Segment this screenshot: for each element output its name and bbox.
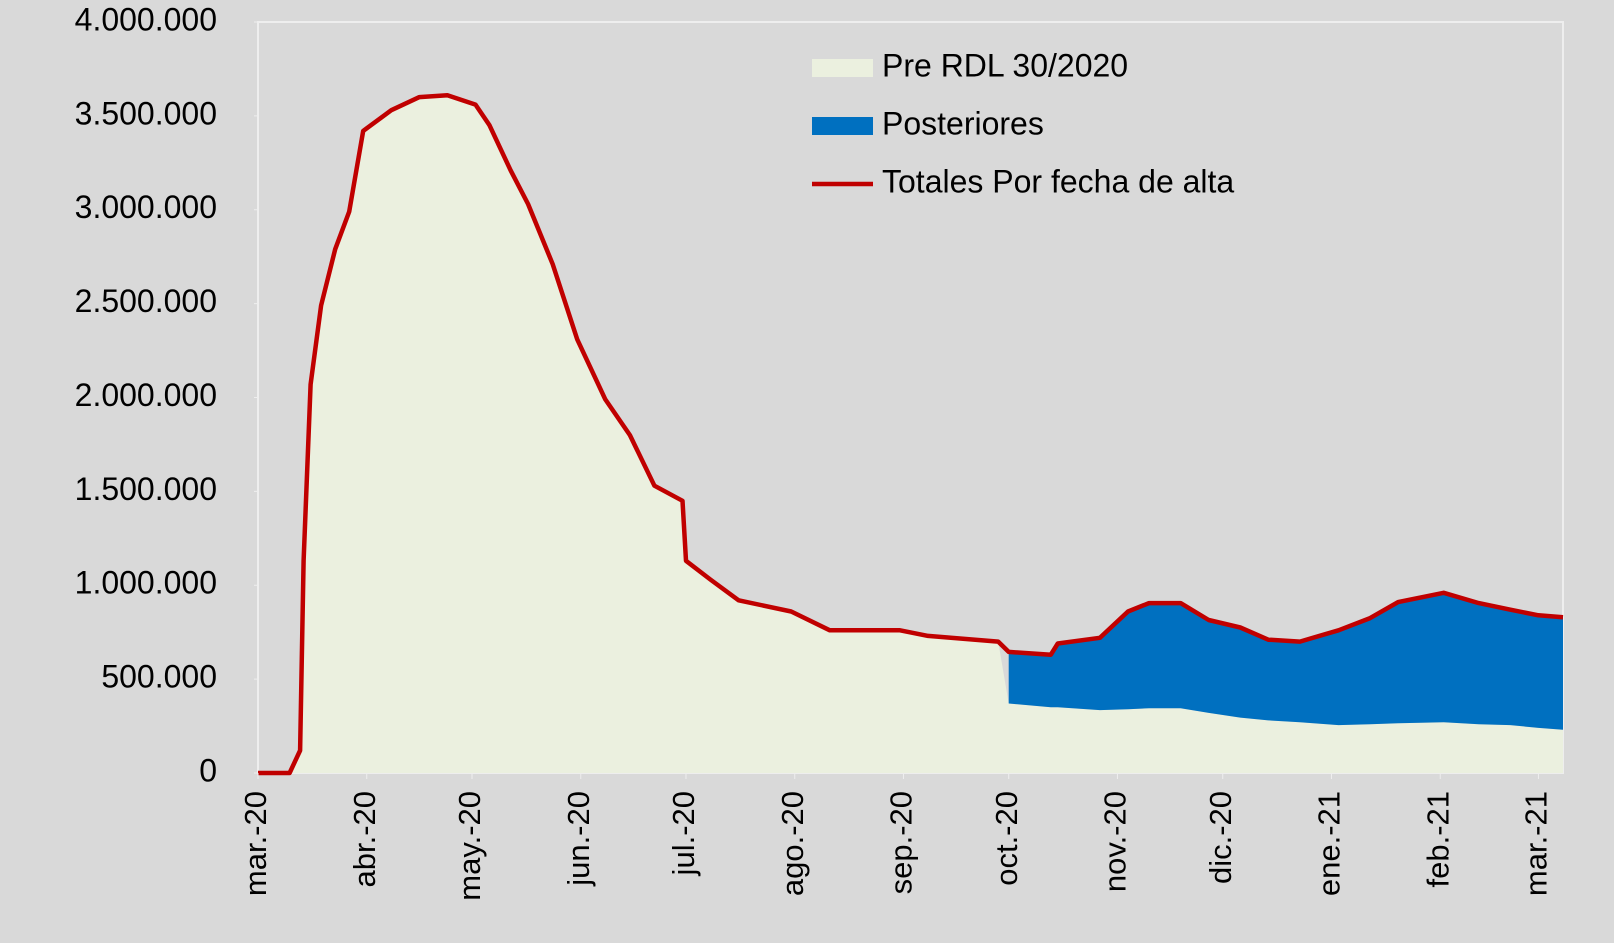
y-tick-label: 4.000.000 <box>75 1 217 37</box>
y-tick-label: 3.000.000 <box>75 189 217 225</box>
legend-label: Totales Por fecha de alta <box>882 163 1234 199</box>
x-tick-label: sep.-20 <box>884 791 919 894</box>
area <box>258 95 1563 773</box>
legend-swatch <box>812 117 873 135</box>
x-tick-label: jun.-20 <box>561 791 596 887</box>
x-tick-label: mar.-21 <box>1519 791 1554 896</box>
x-tick-label: ene.-21 <box>1312 791 1347 896</box>
legend-swatch <box>812 59 873 77</box>
y-tick-label: 0 <box>199 752 217 788</box>
x-tick-label: nov.-20 <box>1098 791 1133 892</box>
legend-label: Posteriores <box>882 105 1044 141</box>
x-tick-label: may.-20 <box>452 791 487 901</box>
y-tick-label: 2.500.000 <box>75 283 217 319</box>
x-tick-label: dic.-20 <box>1203 791 1238 884</box>
legend-label: Pre RDL 30/2020 <box>882 47 1128 83</box>
x-tick-label: ago.-20 <box>775 791 810 896</box>
y-tick-label: 1.000.000 <box>75 565 217 601</box>
x-tick-label: abr.-20 <box>347 791 382 888</box>
x-tick-label: mar.-20 <box>238 791 273 896</box>
y-tick-label: 3.500.000 <box>75 95 217 131</box>
y-tick-label: 2.000.000 <box>75 377 217 413</box>
line <box>258 92 1564 776</box>
x-tick-label: oct.-20 <box>989 791 1024 886</box>
y-tick-label: 500.000 <box>101 659 217 695</box>
x-tick-label: jul.-20 <box>666 791 701 876</box>
x-tick-label: feb.-21 <box>1420 791 1455 888</box>
y-tick-label: 1.500.000 <box>75 471 217 507</box>
area <box>1008 592 1563 730</box>
